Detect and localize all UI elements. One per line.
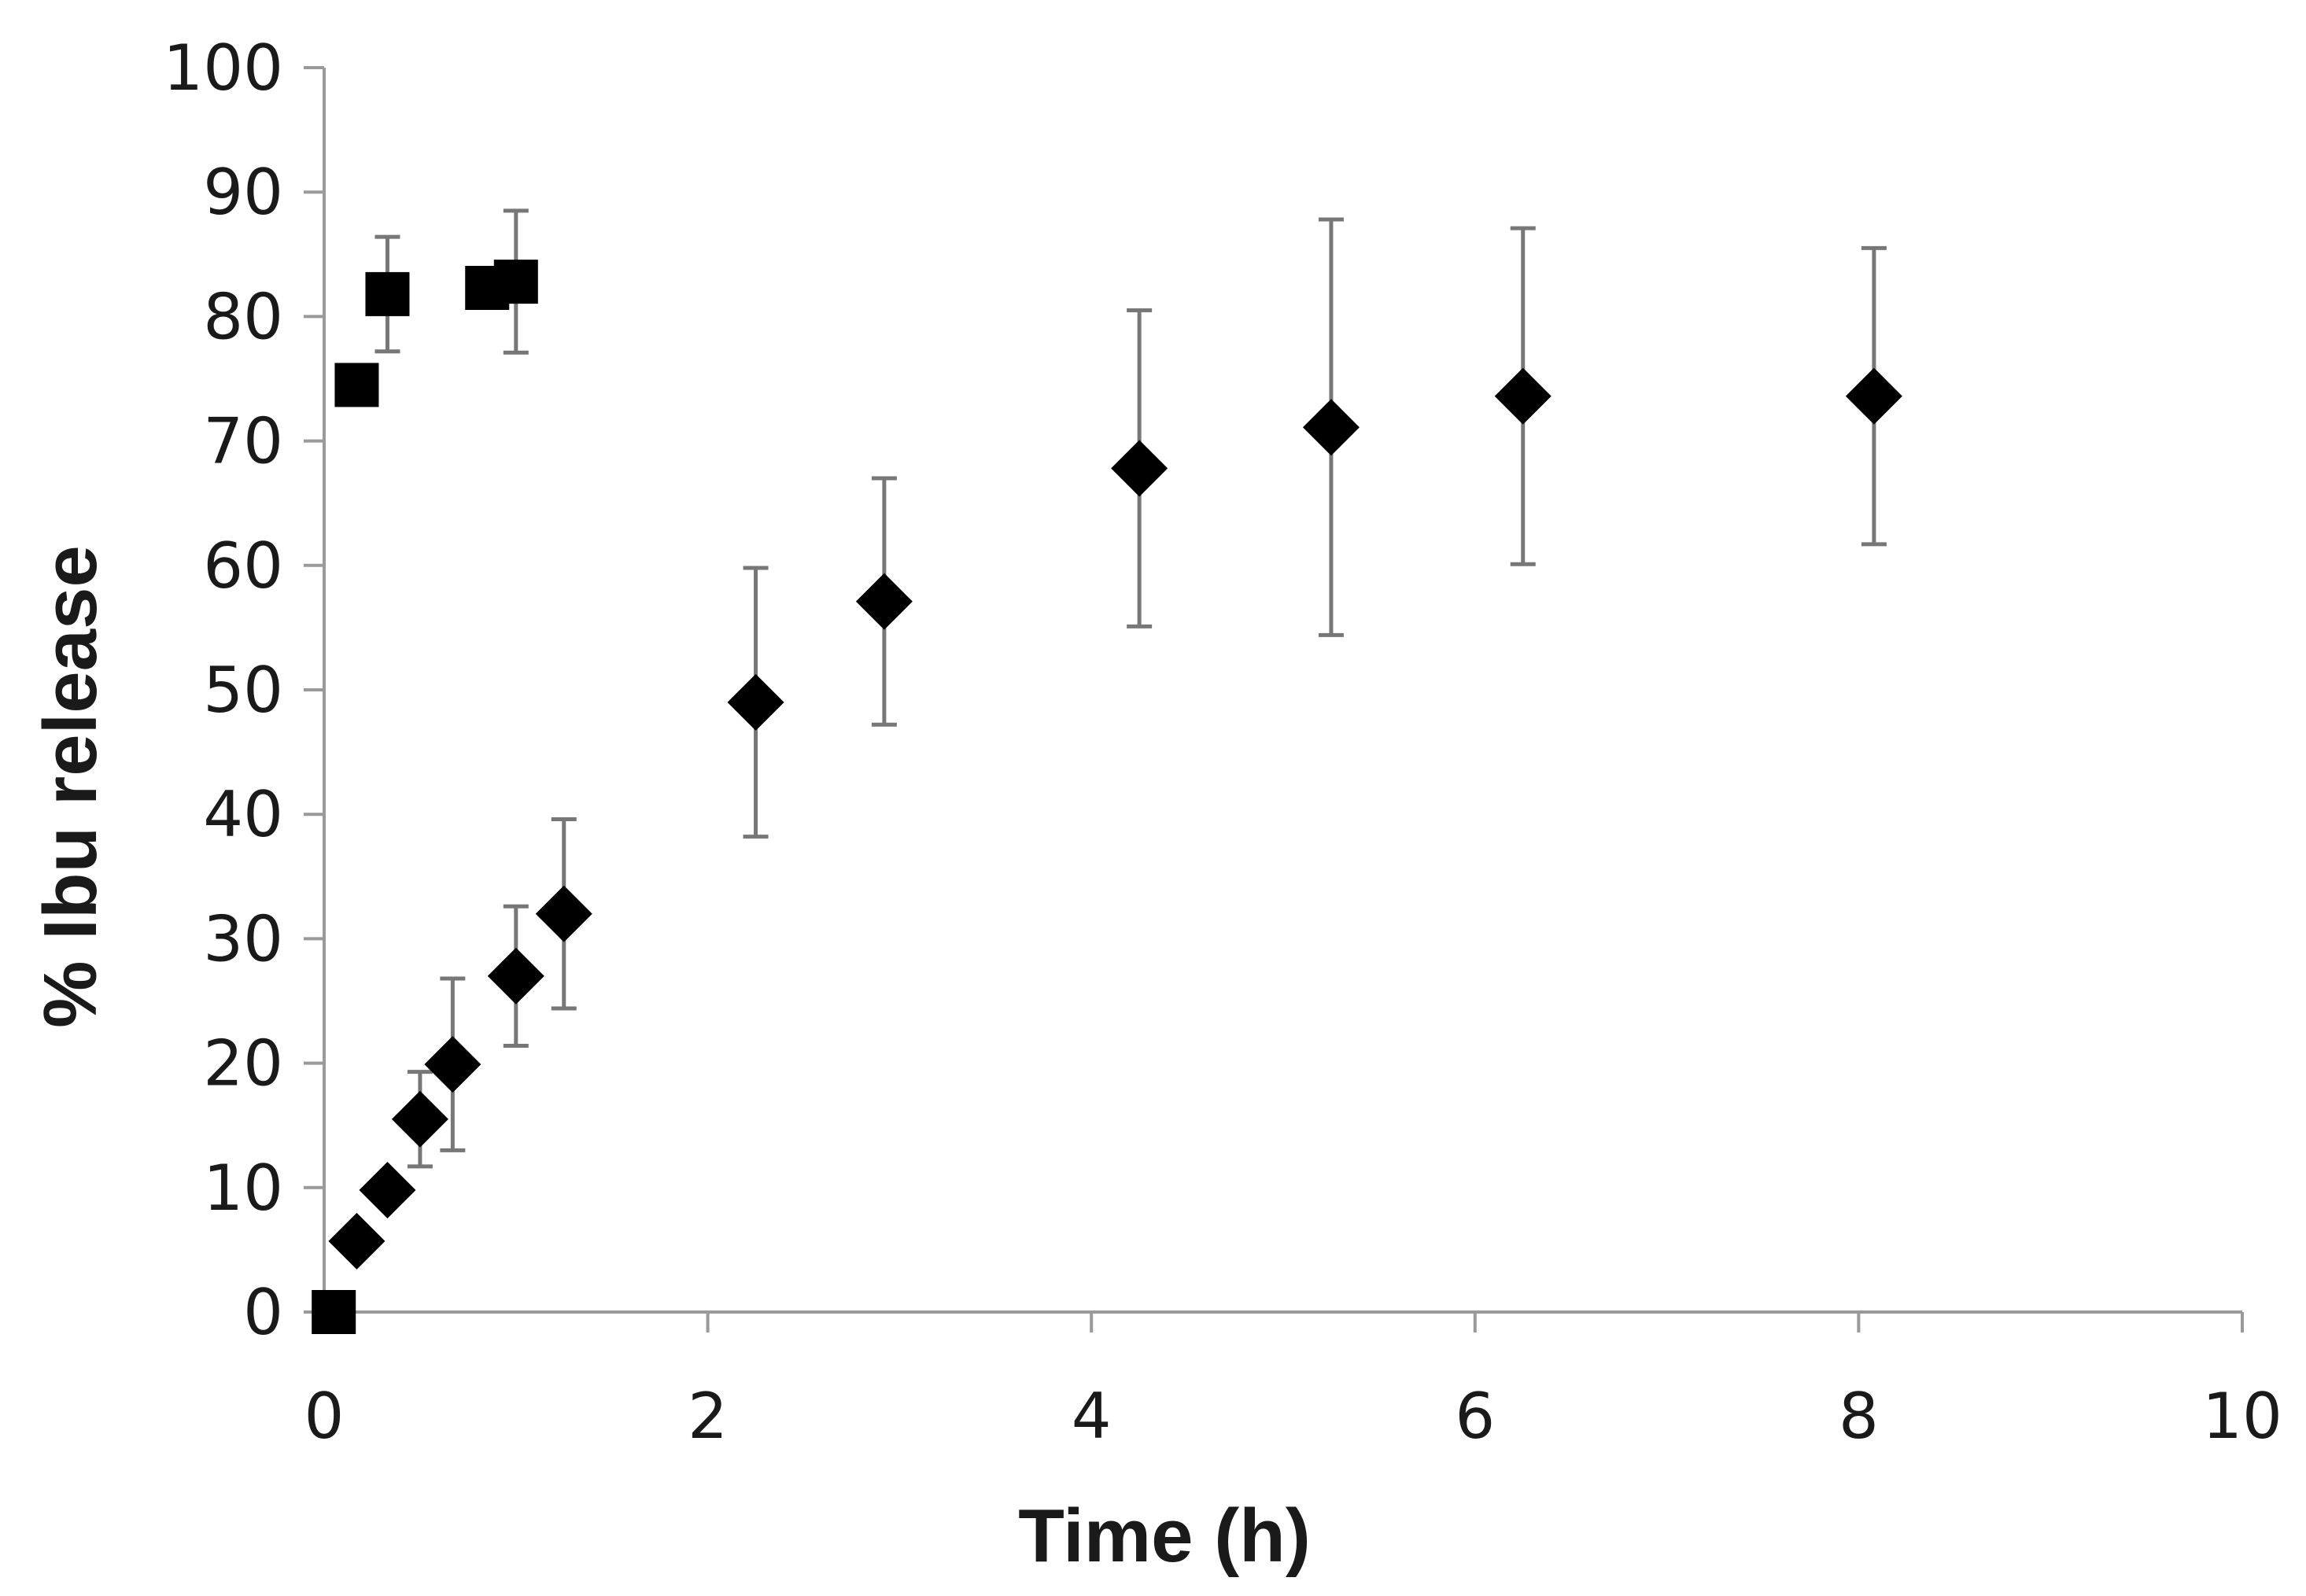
- square-marker: [312, 1290, 356, 1334]
- diamond-marker: [1302, 399, 1360, 456]
- diamond-marker: [359, 1161, 416, 1218]
- square-marker: [334, 363, 379, 407]
- y-tick-label: 50: [203, 654, 283, 727]
- x-tick-label: 2: [688, 1380, 728, 1453]
- y-tick-label: 20: [203, 1027, 283, 1100]
- y-axis-title: % Ibu release: [28, 545, 113, 1028]
- error-bars: [374, 208, 1887, 1169]
- diamond-marker: [1111, 440, 1168, 497]
- x-tick-label: 6: [1455, 1380, 1495, 1453]
- y-tick-label: 100: [163, 31, 283, 105]
- x-tick-label: 8: [1839, 1380, 1879, 1453]
- axes: 0 10 20 30 40 50 60 70 80 90 100 0 2 4 6 8 10: [163, 31, 2282, 1453]
- diamond-marker: [1845, 367, 1902, 425]
- y-tick-label: 70: [203, 405, 283, 478]
- square-marker: [365, 271, 410, 316]
- diamond-marker: [855, 573, 913, 630]
- y-tick-label: 60: [203, 529, 283, 603]
- data-markers: [312, 260, 1902, 1334]
- x-tick-label: 4: [1072, 1380, 1112, 1453]
- y-tick-label: 80: [203, 280, 283, 353]
- y-tick-label: 30: [203, 902, 283, 975]
- y-tick-label: 40: [203, 778, 283, 851]
- diamond-marker: [487, 947, 544, 1004]
- diamond-marker: [424, 1036, 481, 1093]
- diamond-marker: [328, 1212, 386, 1270]
- diamond-marker: [391, 1090, 448, 1148]
- y-tick-label: 90: [203, 156, 283, 229]
- diamond-marker: [535, 885, 592, 942]
- square-marker: [493, 260, 538, 304]
- x-tick-label: 0: [304, 1380, 345, 1453]
- y-tick-label: 10: [203, 1152, 283, 1225]
- x-axis-title: Time (h): [1018, 1494, 1311, 1578]
- diamond-marker: [1494, 367, 1551, 425]
- diamond-marker: [727, 673, 784, 731]
- y-tick-label: 0: [243, 1276, 283, 1349]
- x-tick-label: 10: [2202, 1380, 2282, 1453]
